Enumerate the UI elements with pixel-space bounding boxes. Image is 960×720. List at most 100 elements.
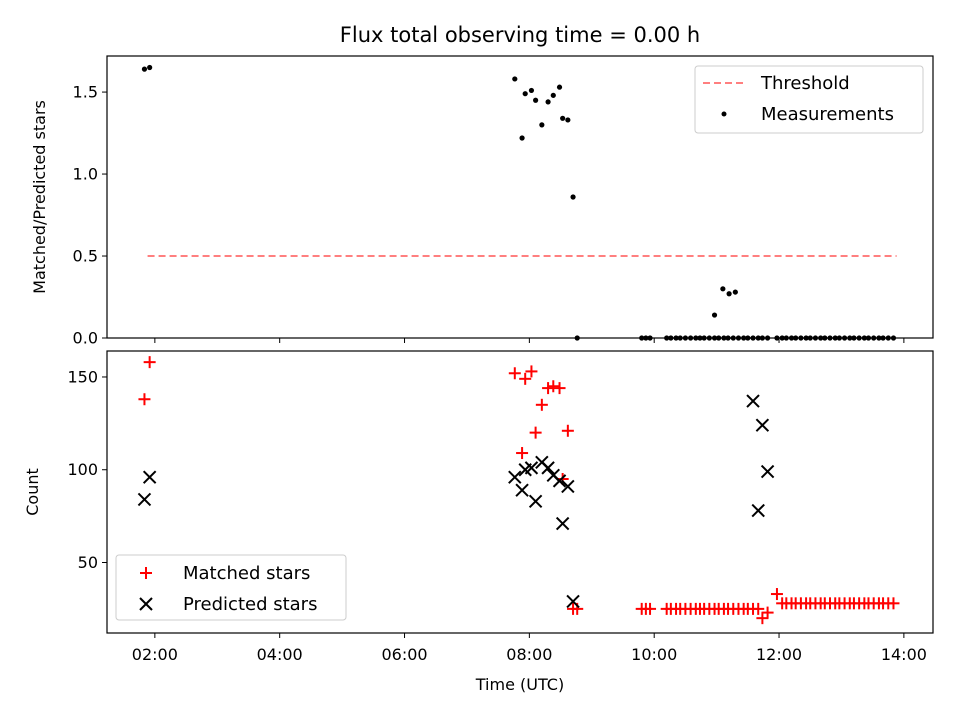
x-tick-label: 04:00 — [257, 645, 303, 664]
legend-matched-swatch — [140, 567, 152, 579]
bottom-y-axis-label: Count — [23, 468, 42, 516]
legend-measurements-swatch — [721, 111, 727, 117]
predicted-star-stroke — [508, 470, 522, 484]
predicted-star-stroke — [541, 461, 555, 475]
x-tick-label: 08:00 — [506, 645, 552, 664]
predicted-star-stroke — [137, 492, 152, 507]
legend-matched-label: Matched stars — [183, 563, 310, 584]
matched-star-point — [519, 372, 532, 385]
matched-star-point — [761, 606, 774, 619]
matched-star-point — [752, 602, 765, 615]
predicted-star-stroke — [515, 483, 529, 497]
x-tick-label: 12:00 — [756, 645, 802, 664]
measurement-point — [550, 92, 556, 98]
matched-star-point — [508, 367, 521, 380]
x-tick-label: 14:00 — [881, 645, 927, 664]
predicted-star-stroke — [755, 418, 770, 432]
bottom-x-axis: 02:00 04:00 06:00 08:00 10:00 12:00 14:00 — [132, 633, 927, 664]
predicted-star-stroke — [524, 461, 539, 475]
matched-star-point — [887, 597, 900, 610]
predicted-star-point — [755, 418, 770, 432]
y-tick-label: 150 — [67, 367, 98, 386]
matched-star-point — [542, 382, 555, 395]
measurement-point — [147, 64, 153, 71]
matched-star-point — [553, 382, 566, 395]
predicted-star-stroke — [760, 464, 775, 479]
predicted-star-stroke — [142, 470, 157, 484]
measurement-point — [533, 97, 539, 103]
measurement-point — [565, 117, 571, 123]
matched-star-point — [644, 602, 657, 615]
measurement-point — [545, 99, 551, 105]
top-axes-frame — [106, 55, 934, 339]
y-tick-label: 1.5 — [73, 83, 98, 102]
measurement-point — [512, 76, 518, 82]
x-tick-label: 10:00 — [631, 645, 677, 664]
predicted-star-point — [541, 461, 555, 475]
predicted-star-stroke — [561, 479, 575, 494]
measurement-point — [732, 289, 738, 295]
predicted-star-point — [760, 464, 775, 479]
y-tick-label: 0.5 — [73, 247, 98, 266]
predicted-star-point — [508, 470, 522, 484]
measurement-point — [570, 194, 576, 200]
legend-predicted-swatch — [139, 597, 153, 611]
measurement-point — [141, 66, 148, 72]
predicted-star-stroke — [566, 594, 580, 609]
measurement-point — [560, 115, 566, 121]
matched-star-point — [770, 588, 783, 601]
predicted-star-point — [528, 494, 543, 508]
matched-star-point — [547, 380, 560, 393]
y-tick-label: 0.0 — [73, 329, 98, 348]
x-axis-label: Time (UTC) — [475, 675, 564, 694]
measurement-point — [556, 84, 563, 90]
predicted-star-point — [555, 516, 570, 531]
predicted-star-point — [515, 483, 529, 497]
measurement-point — [519, 135, 525, 141]
measurement-point — [539, 122, 545, 128]
bottom-legend: Matched stars Predicted stars — [115, 554, 347, 621]
predicted-star-stroke — [751, 503, 765, 518]
predicted-star-point — [524, 461, 539, 475]
predicted-star-point — [142, 470, 157, 484]
top-legend: Threshold Measurements — [694, 65, 924, 134]
matched-star-point — [516, 447, 529, 460]
matched-star-point — [561, 424, 574, 437]
chart-title: Flux total observing time = 0.00 h — [340, 23, 700, 47]
y-tick-label: 1.0 — [73, 165, 98, 184]
matched-star-point — [535, 398, 548, 411]
matched-star-point — [525, 365, 538, 378]
x-tick-label: 02:00 — [132, 645, 178, 664]
predicted-star-point — [552, 474, 567, 488]
predicted-star-point — [751, 503, 765, 518]
top-y-axis-label: Matched/Predicted stars — [30, 100, 49, 294]
bottom-axes-frame — [106, 350, 934, 634]
measurement-point — [720, 286, 726, 292]
bottom-plot-area — [137, 356, 900, 625]
y-tick-label: 100 — [67, 460, 98, 479]
predicted-star-point — [137, 492, 152, 507]
measurement-point — [528, 87, 535, 94]
predicted-star-point — [566, 594, 580, 609]
predicted-star-stroke — [746, 394, 760, 408]
predicted-star-point — [561, 479, 575, 494]
legend-measurements-label: Measurements — [761, 104, 894, 125]
measurement-point — [711, 312, 718, 318]
matched-star-point — [138, 393, 151, 406]
legend-threshold-label: Threshold — [760, 73, 850, 94]
predicted-star-point — [746, 394, 760, 408]
matched-star-point — [529, 426, 542, 439]
matched-star-point — [756, 612, 769, 625]
predicted-star-stroke — [528, 494, 543, 508]
predicted-star-stroke — [555, 516, 570, 531]
x-tick-label: 06:00 — [381, 645, 427, 664]
predicted-star-stroke — [552, 474, 567, 488]
y-tick-label: 50 — [78, 553, 98, 572]
measurement-point — [726, 291, 732, 297]
matched-star-point — [143, 356, 156, 369]
measurement-point — [522, 91, 528, 97]
bottom-y-axis: 50 100 150 — [67, 367, 107, 572]
top-y-axis: 0.0 0.5 1.0 1.5 — [73, 83, 107, 348]
top-x-axis-ticks — [154, 338, 905, 343]
